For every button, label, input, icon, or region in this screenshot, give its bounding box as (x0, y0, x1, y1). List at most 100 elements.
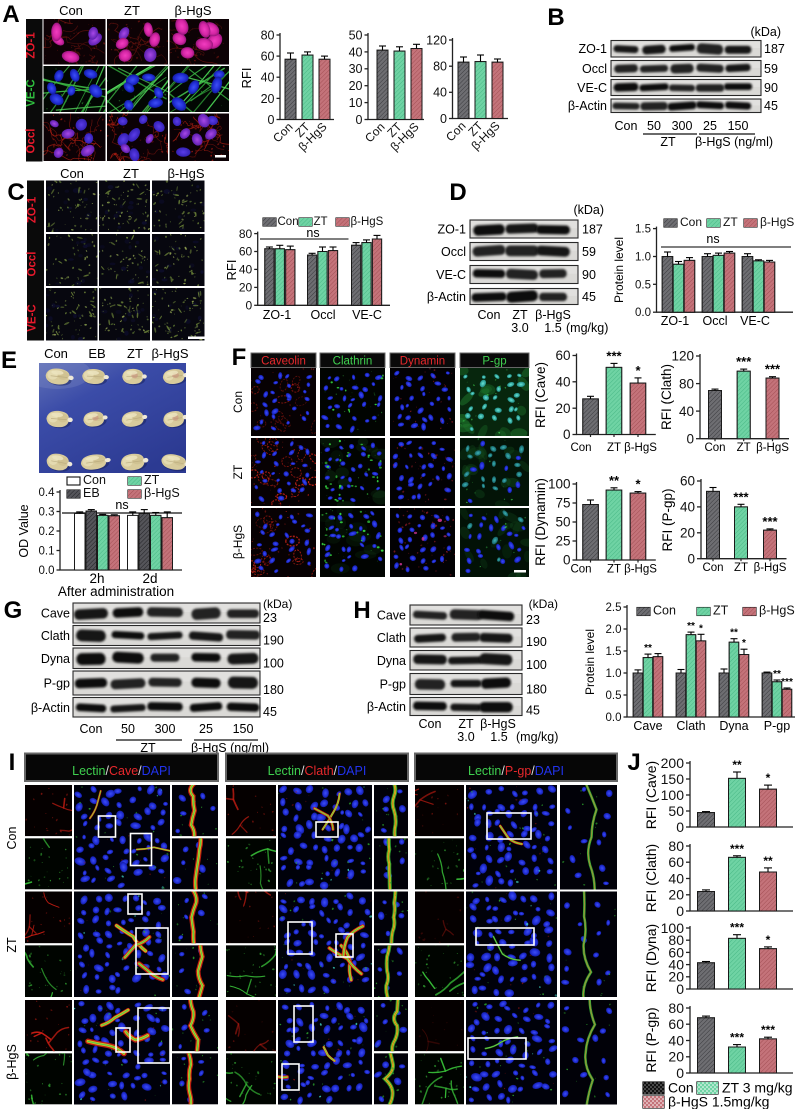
svg-text:A: A (2, 1, 19, 28)
svg-text:80: 80 (668, 932, 684, 948)
svg-text:Occl: Occl (26, 129, 38, 154)
svg-text:100: 100 (661, 920, 685, 936)
svg-text:ZT: ZT (737, 442, 751, 454)
svg-text:25: 25 (703, 119, 717, 133)
svg-text:23: 23 (526, 613, 540, 627)
svg-text:20: 20 (261, 92, 275, 106)
svg-text:***: *** (730, 842, 744, 856)
svg-text:RFI (Clath): RFI (Clath) (643, 844, 659, 912)
svg-text:ZT: ZT (123, 166, 139, 181)
svg-text:75: 75 (555, 496, 570, 511)
svg-text:Cave: Cave (41, 607, 70, 621)
svg-text:ZT: ZT (124, 3, 140, 18)
svg-text:Con: Con (704, 442, 725, 454)
svg-text:150: 150 (728, 119, 749, 133)
svg-text:Clath: Clath (676, 719, 705, 733)
svg-text:40: 40 (433, 86, 447, 100)
svg-text:G: G (4, 597, 23, 624)
svg-text:40: 40 (680, 500, 695, 515)
svg-text:β-HgS: β-HgS (756, 442, 789, 454)
svg-text:*: * (635, 363, 641, 378)
svg-text:RFI (Dyna): RFI (Dyna) (643, 924, 659, 992)
svg-text:45: 45 (582, 290, 596, 304)
svg-text:H: H (353, 597, 370, 624)
svg-text:EB: EB (88, 346, 105, 361)
svg-text:2d: 2d (142, 571, 157, 586)
svg-text:**: ** (730, 628, 738, 639)
svg-text:ZT: ZT (734, 562, 748, 574)
svg-text:ZO-1: ZO-1 (27, 196, 39, 223)
svg-text:0.5: 0.5 (635, 279, 651, 291)
svg-text:β-HgS: β-HgS (167, 166, 204, 181)
svg-text:30: 30 (349, 62, 363, 76)
svg-text:300: 300 (155, 722, 176, 736)
svg-text:**: ** (609, 473, 620, 488)
svg-text:Con: Con (570, 442, 591, 454)
svg-text:0.2: 0.2 (39, 526, 55, 538)
svg-text:0: 0 (676, 903, 684, 919)
svg-text:Cave: Cave (377, 609, 406, 623)
svg-text:40: 40 (668, 1032, 684, 1048)
svg-text:50: 50 (349, 28, 363, 42)
svg-text:20: 20 (680, 526, 695, 541)
svg-text:***: *** (606, 348, 622, 363)
svg-text:1.0: 1.0 (606, 668, 622, 680)
svg-text:After administration: After administration (58, 584, 174, 599)
svg-text:***: *** (736, 354, 752, 369)
svg-text:B: B (547, 4, 564, 31)
svg-text:20: 20 (668, 1049, 684, 1065)
svg-text:***: *** (730, 1031, 744, 1045)
svg-text:VE-C: VE-C (740, 314, 770, 328)
svg-text:0: 0 (563, 553, 571, 568)
svg-text:**: ** (763, 854, 773, 868)
svg-text:Dyna: Dyna (719, 719, 748, 733)
svg-text:β-HgS: β-HgS (151, 346, 188, 361)
svg-text:80: 80 (668, 838, 684, 854)
svg-text:80: 80 (668, 1000, 684, 1016)
svg-text:VE-C: VE-C (26, 79, 38, 106)
svg-text:ZT: ZT (140, 741, 156, 755)
svg-text:ZT: ZT (127, 346, 143, 361)
svg-text:60: 60 (668, 1016, 684, 1032)
svg-text:ZT: ZT (713, 604, 729, 618)
svg-text:Protein level: Protein level (612, 237, 626, 303)
svg-text:***: *** (733, 489, 749, 504)
svg-text:50: 50 (647, 119, 661, 133)
svg-text:50: 50 (668, 803, 684, 819)
svg-text:59: 59 (764, 62, 778, 76)
svg-text:Con: Con (83, 473, 106, 487)
svg-text:120: 120 (426, 33, 447, 47)
svg-text:180: 180 (526, 683, 547, 697)
svg-text:**: ** (644, 643, 652, 654)
svg-text:P-gp: P-gp (380, 678, 406, 692)
svg-text:ZT: ZT (723, 215, 738, 229)
svg-text:190: 190 (263, 634, 284, 648)
svg-text:187: 187 (582, 223, 603, 237)
svg-text:2.0: 2.0 (606, 624, 622, 636)
svg-text:RFI (Dynamin): RFI (Dynamin) (533, 478, 548, 566)
svg-text:ZO-1: ZO-1 (263, 308, 292, 322)
svg-text:ZT: ZT (231, 464, 245, 479)
svg-text:E: E (1, 347, 17, 374)
svg-text:RFI (P-gp): RFI (P-gp) (643, 1007, 659, 1072)
svg-text:Protein level: Protein level (583, 629, 597, 695)
svg-text:2h: 2h (89, 571, 104, 586)
svg-text:Caveolin: Caveolin (261, 356, 306, 368)
svg-text:0: 0 (686, 431, 694, 446)
svg-text:20: 20 (239, 281, 253, 295)
svg-text:40: 40 (555, 375, 570, 390)
svg-text:187: 187 (764, 42, 785, 56)
svg-text:1.5: 1.5 (490, 730, 507, 744)
svg-text:80: 80 (679, 376, 694, 391)
svg-text:**: ** (687, 621, 695, 632)
svg-text:ZO-1: ZO-1 (579, 42, 608, 56)
svg-text:0.4: 0.4 (39, 487, 56, 499)
svg-text:C: C (7, 179, 24, 206)
svg-text:60: 60 (668, 854, 684, 870)
svg-text:β-Actin: β-Actin (427, 290, 466, 304)
svg-text:β-HgS: β-HgS (480, 717, 516, 731)
svg-text:0.0: 0.0 (635, 307, 651, 319)
svg-text:Con: Con (44, 346, 68, 361)
svg-text:0: 0 (676, 819, 684, 835)
svg-text:100: 100 (526, 658, 547, 672)
